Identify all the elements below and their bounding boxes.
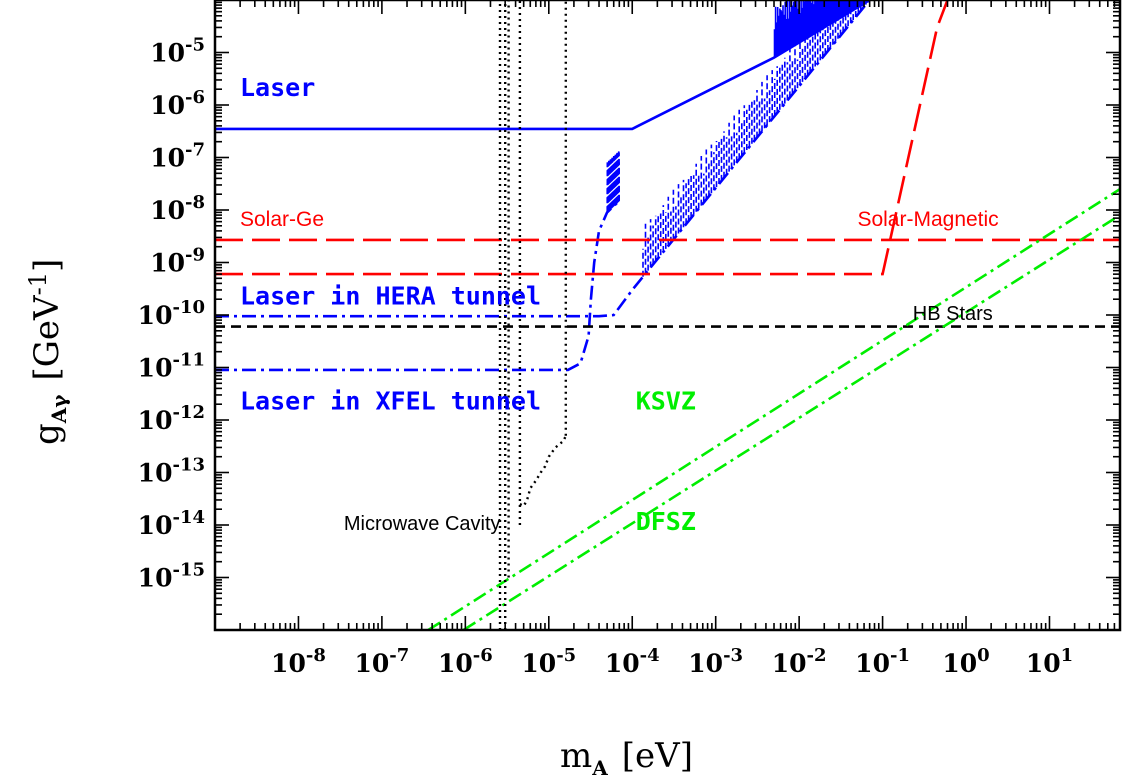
series-line [215, 0, 949, 276]
x-tick-label: 10-8 [271, 645, 326, 678]
x-axis-symbol: m [560, 736, 592, 776]
y-axis-label: gAγ [GeV-1] [24, 259, 71, 445]
series-line [462, 214, 1120, 630]
x-axis-unit: [eV] [622, 736, 693, 776]
y-axis-symbol: g [27, 423, 67, 445]
label-dfsz: DFSZ [636, 507, 696, 536]
tick-layer: 10-8 10-7 10-6 10-5 10-4 10-3 10-2 10-1 100 101 10… [138, 0, 1121, 678]
y-axis-unit-superscript: -1 [24, 272, 52, 295]
y-axis-subscript: Aγ [47, 394, 71, 425]
y-tick-label: 10-11 [138, 350, 205, 383]
y-tick-label: 10-10 [138, 297, 205, 330]
x-tick-label: 100 [942, 645, 989, 678]
label-laser-in-xfel-tunnel: Laser in XFEL tunnel [240, 386, 541, 415]
series-microwave-cavity [498, 0, 567, 630]
label-laser: Laser [240, 73, 315, 102]
y-axis-unit: [GeV [27, 294, 67, 381]
series-fringe [642, 0, 870, 277]
y-tick-label: 10-7 [150, 140, 205, 173]
series-fringe [606, 151, 620, 213]
x-tick-label: 10-1 [855, 645, 910, 678]
series-line [427, 188, 1120, 630]
label-ksvz: KSVZ [636, 386, 696, 415]
series-line [519, 435, 567, 508]
y-tick-label: 10-9 [150, 245, 205, 278]
series-ksvz [427, 188, 1120, 630]
y-tick-label: 10-14 [138, 507, 205, 540]
label-solar-ge: Solar-Ge [240, 208, 324, 231]
x-tick-label: 10-3 [688, 645, 743, 678]
series-line [215, 199, 621, 372]
y-tick-label: 10-13 [138, 455, 205, 488]
x-tick-label: 10-4 [605, 645, 660, 678]
label-microwave-cavity: Microwave Cavity [344, 513, 501, 535]
x-tick-label: 10-6 [438, 645, 493, 678]
x-axis-subscript: A [591, 756, 608, 780]
series-dfsz [462, 214, 1120, 630]
x-tick-label: 10-7 [354, 645, 409, 678]
y-axis-unit-close: ] [27, 259, 67, 272]
label-layer: Laser Solar-Ge Laser in HERA tunnel HB Star… [240, 73, 999, 536]
y-tick-label: 10-8 [150, 192, 205, 225]
y-tick-label: 10-5 [150, 35, 205, 68]
series-line [215, 0, 871, 318]
x-tick-label: 10-5 [521, 645, 576, 678]
label-solar-magnetic: Solar-Magnetic [857, 208, 998, 231]
y-tick-label: 10-12 [138, 402, 205, 435]
x-axis-label: mA [eV] [560, 736, 693, 780]
y-tick-label: 10-6 [150, 87, 205, 120]
x-tick-label: 101 [1026, 645, 1073, 678]
x-tick-label: 10-2 [772, 645, 827, 678]
series-layer [215, 0, 1120, 630]
series-laser-in-hera-tunnel [215, 0, 871, 318]
series-solar-magnetic [215, 0, 949, 276]
label-laser-in-hera-tunnel: Laser in HERA tunnel [240, 281, 541, 310]
label-hb-stars: HB Stars [913, 303, 993, 325]
series-laser-in-xfel-tunnel [215, 151, 621, 372]
y-tick-label: 10-15 [138, 560, 205, 593]
series-fringe [773, 0, 870, 58]
